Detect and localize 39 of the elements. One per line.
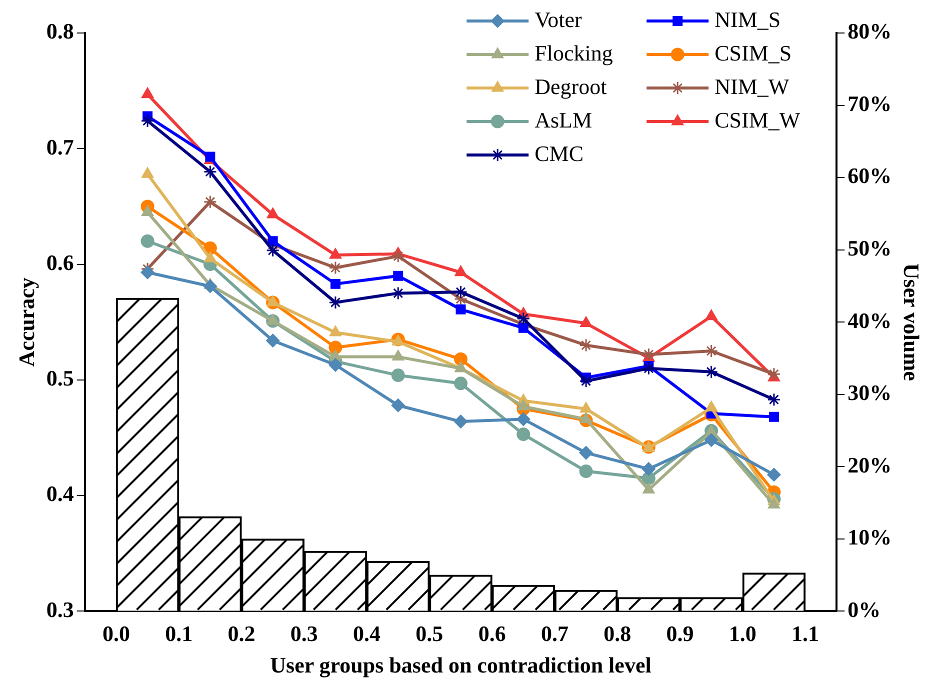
y2-tick-label: 80% xyxy=(848,18,892,44)
y-tick-label: 0.5 xyxy=(46,366,74,391)
legend-label: AsLM xyxy=(534,107,592,132)
y-tick-label: 0.4 xyxy=(46,481,74,506)
y-axis-title: Accuracy xyxy=(14,278,39,367)
y2-tick-label: 70% xyxy=(848,90,892,116)
y2-tick-label: 50% xyxy=(848,236,892,261)
x-tick-label: 1.0 xyxy=(728,621,756,646)
x-tick-label: 0.2 xyxy=(228,621,256,646)
y2-tick-label: 60% xyxy=(848,163,892,188)
x-tick-label: 0.4 xyxy=(353,621,381,646)
x-tick-label: 0.5 xyxy=(416,621,444,646)
y-tick-label: 0.3 xyxy=(46,596,74,622)
y-tick-label: 0.6 xyxy=(46,250,74,275)
y2-tick-label: 40% xyxy=(848,308,892,333)
legend-label: CSIM_S xyxy=(714,40,792,66)
x-tick-label: 0.6 xyxy=(478,621,506,646)
x-axis-title: User groups based on contradiction level xyxy=(270,652,652,678)
x-tick-label: 0.0 xyxy=(102,621,130,646)
legend-label: NIM_S xyxy=(714,6,781,32)
x-tick-label: 1.1 xyxy=(792,621,820,646)
x-tick-label: 0.7 xyxy=(540,621,568,646)
y2-axis-title: User volume xyxy=(899,263,924,382)
x-tick-label: 0.1 xyxy=(165,621,193,646)
y2-tick-label: 10% xyxy=(848,524,892,550)
legend-label: Flocking xyxy=(534,40,613,66)
y2-tick-label: 30% xyxy=(848,380,892,406)
y2-tick-label: 0% xyxy=(848,596,881,622)
y2-tick-label: 20% xyxy=(848,452,892,478)
legend-label: CMC xyxy=(534,140,584,166)
legend-label: NIM_W xyxy=(714,74,790,99)
legend-label: Voter xyxy=(534,6,583,32)
y-tick-label: 0.8 xyxy=(46,18,74,44)
x-tick-label: 0.3 xyxy=(290,621,318,646)
x-tick-label: 0.9 xyxy=(666,621,694,646)
legend-label: Degroot xyxy=(534,74,607,99)
x-tick-label: 0.8 xyxy=(604,621,632,646)
legend-label: CSIM_W xyxy=(714,107,800,132)
y-tick-label: 0.7 xyxy=(46,134,74,160)
